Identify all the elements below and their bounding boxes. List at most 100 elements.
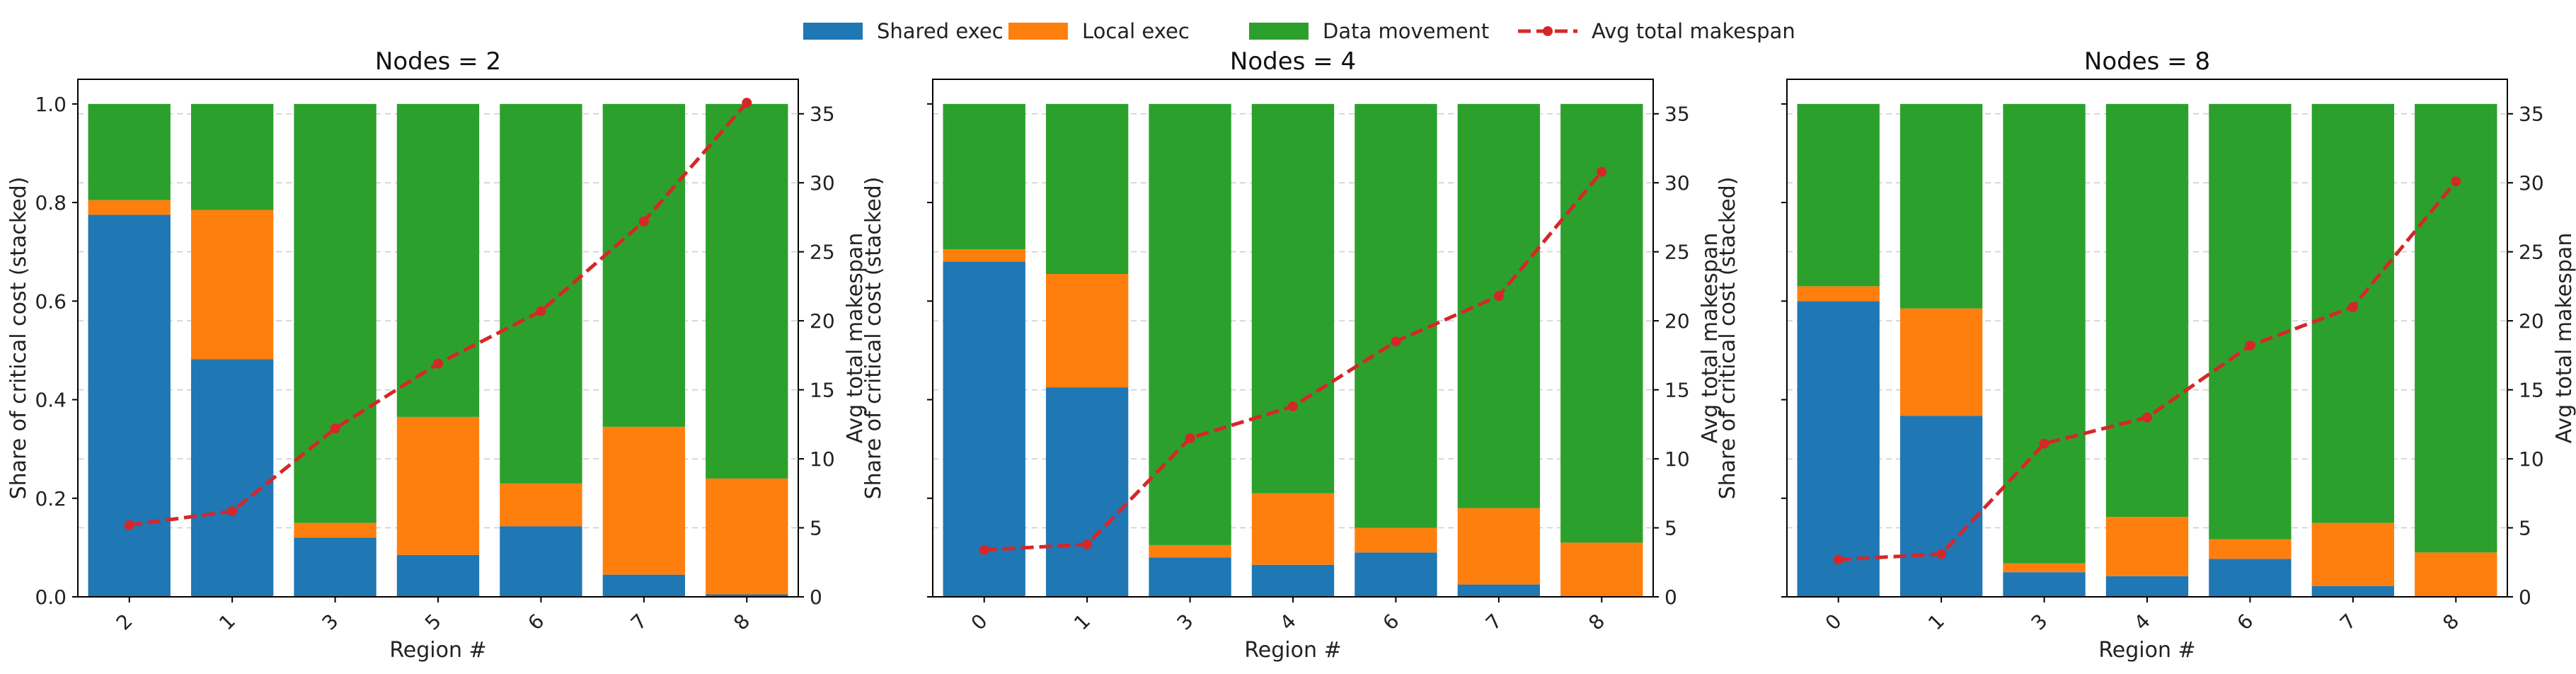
- makespan-point: [1936, 549, 1947, 559]
- bar-segment: [1251, 103, 1335, 493]
- bar-segment: [602, 426, 686, 575]
- bar-segment: [2415, 103, 2497, 553]
- makespan-point: [1082, 539, 1093, 549]
- legend-item: Data movement: [1249, 19, 1489, 43]
- y-axis-title: Share of critical cost (stacked): [1715, 177, 1740, 500]
- x-tick-label: 2: [112, 610, 137, 635]
- makespan-point: [1833, 554, 1844, 565]
- x-tick-label: 6: [1378, 610, 1403, 635]
- makespan-point: [1391, 336, 1401, 347]
- bar-segment: [1457, 508, 1541, 585]
- y2-tick-label: 0: [2519, 586, 2531, 609]
- panel-title: Nodes = 8: [2084, 47, 2210, 76]
- y-axis-title: Share of critical cost (stacked): [6, 177, 31, 500]
- legend-item: Shared exec: [803, 19, 1004, 43]
- bar-segment: [500, 103, 582, 484]
- panel-title: Nodes = 2: [375, 47, 501, 76]
- bar-segment: [2105, 103, 2189, 518]
- x-tick-label: 4: [2129, 610, 2155, 635]
- y2-axis-title: Avg total makespan: [1698, 233, 1723, 444]
- legend-swatch: [1249, 23, 1309, 40]
- y-tick-label: 0.0: [35, 586, 67, 609]
- makespan-point: [2245, 341, 2255, 351]
- bar-segment: [2209, 539, 2292, 559]
- legend-marker: [1543, 26, 1553, 36]
- x-tick-label: 0: [1821, 610, 1846, 635]
- bar-segment: [1355, 527, 1437, 553]
- y2-axis-title: Avg total makespan: [843, 233, 868, 444]
- bar-segment: [190, 359, 274, 597]
- legend-swatch: [803, 23, 863, 40]
- y2-tick-label: 15: [810, 379, 835, 402]
- y-tick-label: 1.0: [35, 93, 67, 116]
- bar-segment: [500, 526, 582, 597]
- bar-segment: [1899, 103, 1983, 309]
- x-tick-label: 8: [1584, 610, 1609, 635]
- bar-segment: [943, 103, 1025, 250]
- x-tick-label: 1: [214, 610, 240, 635]
- bar-segment: [1797, 286, 1880, 302]
- bar-segment: [2311, 103, 2395, 523]
- x-tick-label: 7: [626, 610, 652, 635]
- legend: Shared exec Local exec Data movement Avg to…: [803, 19, 1795, 43]
- legend-item: Local exec: [1008, 19, 1190, 43]
- bar-segment: [2311, 522, 2395, 586]
- y2-tick-label: 20: [1664, 309, 1690, 333]
- bar-segment: [2003, 103, 2086, 564]
- y-tick-label: 0.8: [35, 191, 67, 215]
- bar-segment: [2105, 517, 2189, 576]
- bar-segment: [602, 103, 686, 427]
- y2-tick-label: 25: [2519, 241, 2544, 264]
- bar-segment: [2415, 552, 2497, 597]
- bar-segment: [1045, 103, 1129, 274]
- makespan-point: [638, 216, 649, 227]
- bar-segment: [1149, 544, 1231, 558]
- bar-segment: [1899, 416, 1983, 597]
- x-tick-label: 4: [1275, 610, 1301, 635]
- bar-segment: [1560, 542, 1643, 597]
- makespan-point: [330, 423, 340, 434]
- bar-segment: [602, 574, 686, 597]
- x-tick-label: 3: [1173, 610, 1198, 635]
- makespan-point: [2142, 412, 2152, 423]
- x-tick-label: 0: [967, 610, 992, 635]
- y-tick-label: 0.4: [35, 389, 67, 412]
- bar-segment: [2209, 559, 2292, 597]
- x-tick-label: 8: [729, 610, 754, 635]
- bar-segment: [396, 103, 480, 417]
- makespan-point: [2451, 176, 2461, 187]
- makespan-point: [2039, 438, 2049, 449]
- x-axis-title: Region #: [1244, 638, 1341, 663]
- chart-panel: 0 5 10 15 20 25 30 35 0 1 3 4 6 7 8 Nodes = 4 Region # Sh…: [861, 47, 1723, 663]
- y2-tick-label: 10: [2519, 447, 2544, 471]
- x-tick-label: 3: [318, 610, 343, 635]
- legend-label: Avg total makespan: [1592, 19, 1795, 43]
- bar-segment: [1251, 564, 1335, 597]
- bar-segment: [706, 478, 788, 595]
- x-tick-label: 1: [1924, 610, 1949, 635]
- bar-segment: [1149, 557, 1231, 597]
- y2-tick-label: 20: [810, 309, 835, 333]
- bar-segment: [294, 522, 376, 538]
- makespan-point: [1288, 401, 1298, 411]
- bar-segment: [88, 103, 171, 200]
- bar-segment: [190, 103, 274, 210]
- legend-label: Data movement: [1323, 19, 1489, 43]
- y-tick-label: 0.6: [35, 290, 67, 313]
- bar-segment: [2311, 586, 2395, 597]
- y2-tick-label: 30: [2519, 171, 2544, 195]
- bar-segment: [2003, 563, 2086, 573]
- x-tick-label: 7: [2335, 610, 2361, 635]
- makespan-point: [2347, 302, 2358, 312]
- y2-tick-label: 30: [810, 171, 835, 195]
- x-tick-label: 7: [1481, 610, 1507, 635]
- bar-segment: [88, 215, 171, 597]
- bar-segment: [1251, 493, 1335, 565]
- bar-segment: [943, 261, 1025, 597]
- bar-segment: [500, 483, 582, 527]
- makespan-point: [1493, 291, 1504, 302]
- y2-tick-label: 5: [1664, 517, 1677, 540]
- y2-tick-label: 0: [810, 586, 822, 609]
